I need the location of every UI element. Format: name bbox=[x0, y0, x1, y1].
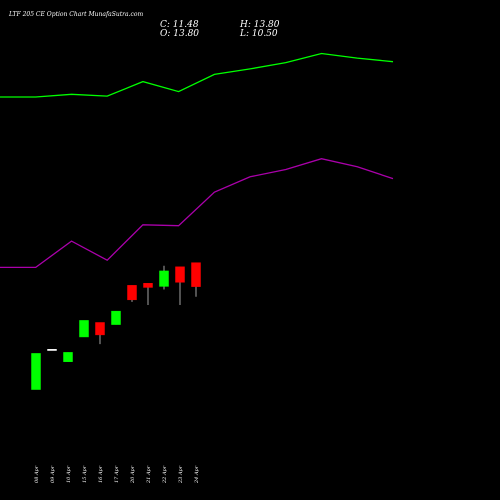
x-tick-label: 16 Apr bbox=[98, 465, 104, 483]
candle-body bbox=[159, 270, 169, 287]
upper-band-line bbox=[0, 52, 394, 98]
high-value: H: 13.80 bbox=[239, 20, 280, 30]
candle-body bbox=[143, 283, 153, 288]
candle-body bbox=[47, 349, 57, 351]
candle-body bbox=[79, 320, 89, 338]
candle-body bbox=[95, 322, 105, 336]
candle-body bbox=[191, 262, 201, 287]
lower-band-line bbox=[0, 158, 394, 269]
close-value: C: 11.48 bbox=[160, 20, 199, 30]
overlay-lines bbox=[0, 52, 394, 269]
x-tick-label: 10 Apr bbox=[66, 465, 72, 483]
x-tick-label: 20 Apr bbox=[130, 465, 136, 484]
candles bbox=[31, 262, 201, 390]
x-tick-label: 08 Apr bbox=[34, 465, 40, 483]
x-tick-label: 23 Apr bbox=[178, 465, 184, 484]
x-tick-label: 15 Apr bbox=[82, 465, 88, 483]
x-tick-label: 21 Apr bbox=[146, 465, 152, 484]
candle-body bbox=[111, 310, 121, 325]
x-axis-ticks: 08 Apr 09 Apr 10 Apr 15 Apr 16 Apr 17 Apr 20 A… bbox=[34, 465, 200, 484]
candle-body bbox=[63, 352, 73, 362]
x-tick-label: 09 Apr bbox=[50, 465, 56, 483]
chart-title: LTF 205 CE Option Chart MunafaSutra.com bbox=[8, 11, 143, 18]
x-tick-label: 24 Apr bbox=[194, 465, 200, 484]
candle-body bbox=[31, 353, 41, 390]
candle-body bbox=[127, 285, 137, 301]
low-value: L: 10.50 bbox=[239, 29, 278, 39]
x-tick-label: 22 Apr bbox=[162, 465, 168, 484]
candle-body bbox=[175, 266, 185, 283]
open-value: O: 13.80 bbox=[160, 29, 199, 39]
x-tick-label: 17 Apr bbox=[114, 465, 120, 483]
